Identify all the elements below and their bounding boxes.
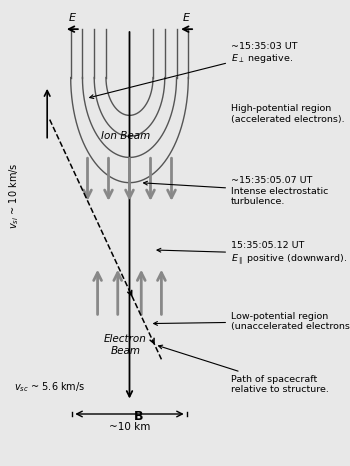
- Text: ~15:35:05.07 UT
Intense electrostatic
turbulence.: ~15:35:05.07 UT Intense electrostatic tu…: [144, 176, 328, 206]
- Text: ~15:35:03 UT
$E_{\perp}$ negative.: ~15:35:03 UT $E_{\perp}$ negative.: [90, 41, 298, 98]
- Text: $v_{si}$ ~ 10 km/s: $v_{si}$ ~ 10 km/s: [7, 163, 21, 229]
- Text: $v_{sc}$ ~ 5.6 km/s: $v_{sc}$ ~ 5.6 km/s: [14, 380, 85, 394]
- Text: High-potential region
(accelerated electrons).: High-potential region (accelerated elect…: [231, 104, 345, 124]
- Text: Low-potential region
(unaccelerated electrons): Low-potential region (unaccelerated elec…: [154, 312, 350, 331]
- Text: Path of spacecraft
relative to structure.: Path of spacecraft relative to structure…: [159, 345, 329, 394]
- Text: $E$: $E$: [68, 11, 77, 23]
- Text: 15:35:05.12 UT
$E_{\parallel}$ positive (downward).: 15:35:05.12 UT $E_{\parallel}$ positive …: [157, 241, 347, 267]
- Text: ~10 km: ~10 km: [109, 422, 150, 432]
- Text: Electron
Beam: Electron Beam: [104, 334, 147, 356]
- Text: Ion Beam: Ion Beam: [101, 130, 150, 141]
- Text: $E$: $E$: [182, 11, 191, 23]
- Text: $\mathbf{B}$: $\mathbf{B}$: [133, 410, 144, 423]
